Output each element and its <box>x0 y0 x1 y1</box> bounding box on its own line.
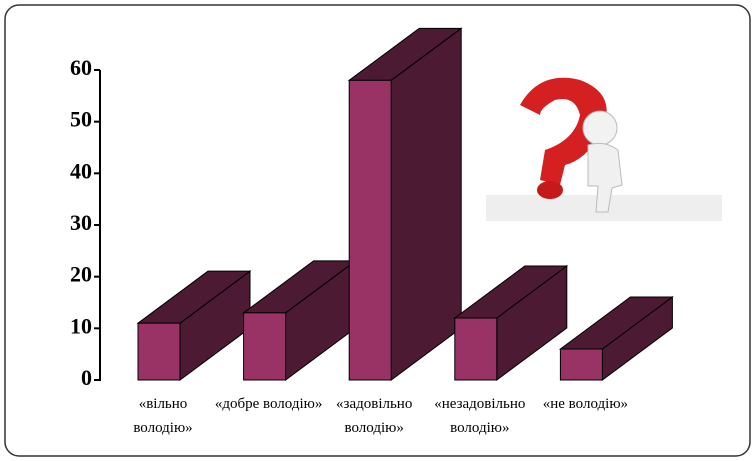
y-tick-label: 10 <box>70 313 92 338</box>
y-tick-label: 40 <box>70 158 92 183</box>
x-tick-label: «вільно володію» <box>133 396 193 436</box>
bar <box>137 322 181 381</box>
bar-side <box>390 27 462 381</box>
bar <box>243 312 287 381</box>
question-figure <box>486 77 722 221</box>
x-tick-label: «незадовільно володію» <box>434 396 526 436</box>
x-tick-label: «не володію» <box>542 396 629 412</box>
y-tick-label: 0 <box>81 365 92 390</box>
bar <box>559 348 603 381</box>
y-tick-label: 30 <box>70 210 92 235</box>
x-tick-label: «добре володію» <box>214 396 323 412</box>
y-tick-label: 20 <box>70 262 92 287</box>
x-tick-label: «задовільно володію» <box>336 396 413 436</box>
y-tick-label: 60 <box>70 55 92 80</box>
bar <box>454 317 498 381</box>
y-tick-label: 50 <box>70 107 92 132</box>
frame <box>4 4 751 457</box>
bar <box>348 79 392 381</box>
